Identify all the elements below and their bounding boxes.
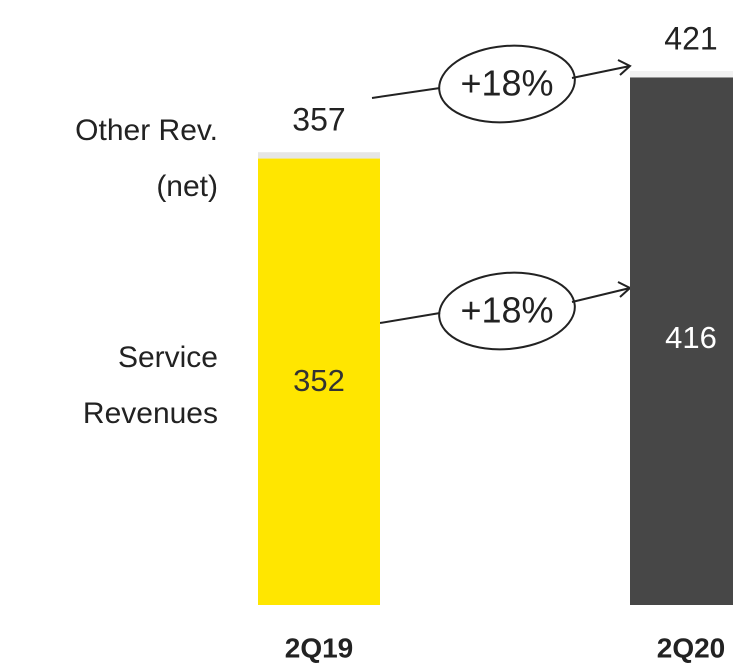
value-label: 416 — [665, 320, 717, 355]
arrow-line — [371, 87, 441, 99]
annotation: +18% — [460, 63, 553, 104]
annotation-circle — [438, 44, 576, 124]
legend-label: Service Revenues — [82, 341, 218, 430]
x-tick-label: 2Q20 — [657, 632, 726, 663]
arrow-line — [379, 312, 441, 324]
bar-segment — [630, 77, 733, 606]
total-label: 357 — [292, 102, 345, 138]
annotation-circle — [438, 271, 576, 351]
value-label: 352 — [293, 363, 345, 398]
bar-segment — [630, 71, 733, 78]
annotation: +18% — [460, 290, 553, 331]
annotation-arrows — [371, 44, 632, 351]
x-tick-label: 2Q19 — [285, 632, 354, 663]
legend-label: Other Rev. (net) — [75, 114, 218, 203]
arrow-line — [571, 281, 632, 303]
arrow-line — [571, 59, 632, 79]
bar-segment — [258, 158, 380, 606]
bar-segment — [258, 152, 380, 159]
total-label: 421 — [664, 20, 717, 56]
